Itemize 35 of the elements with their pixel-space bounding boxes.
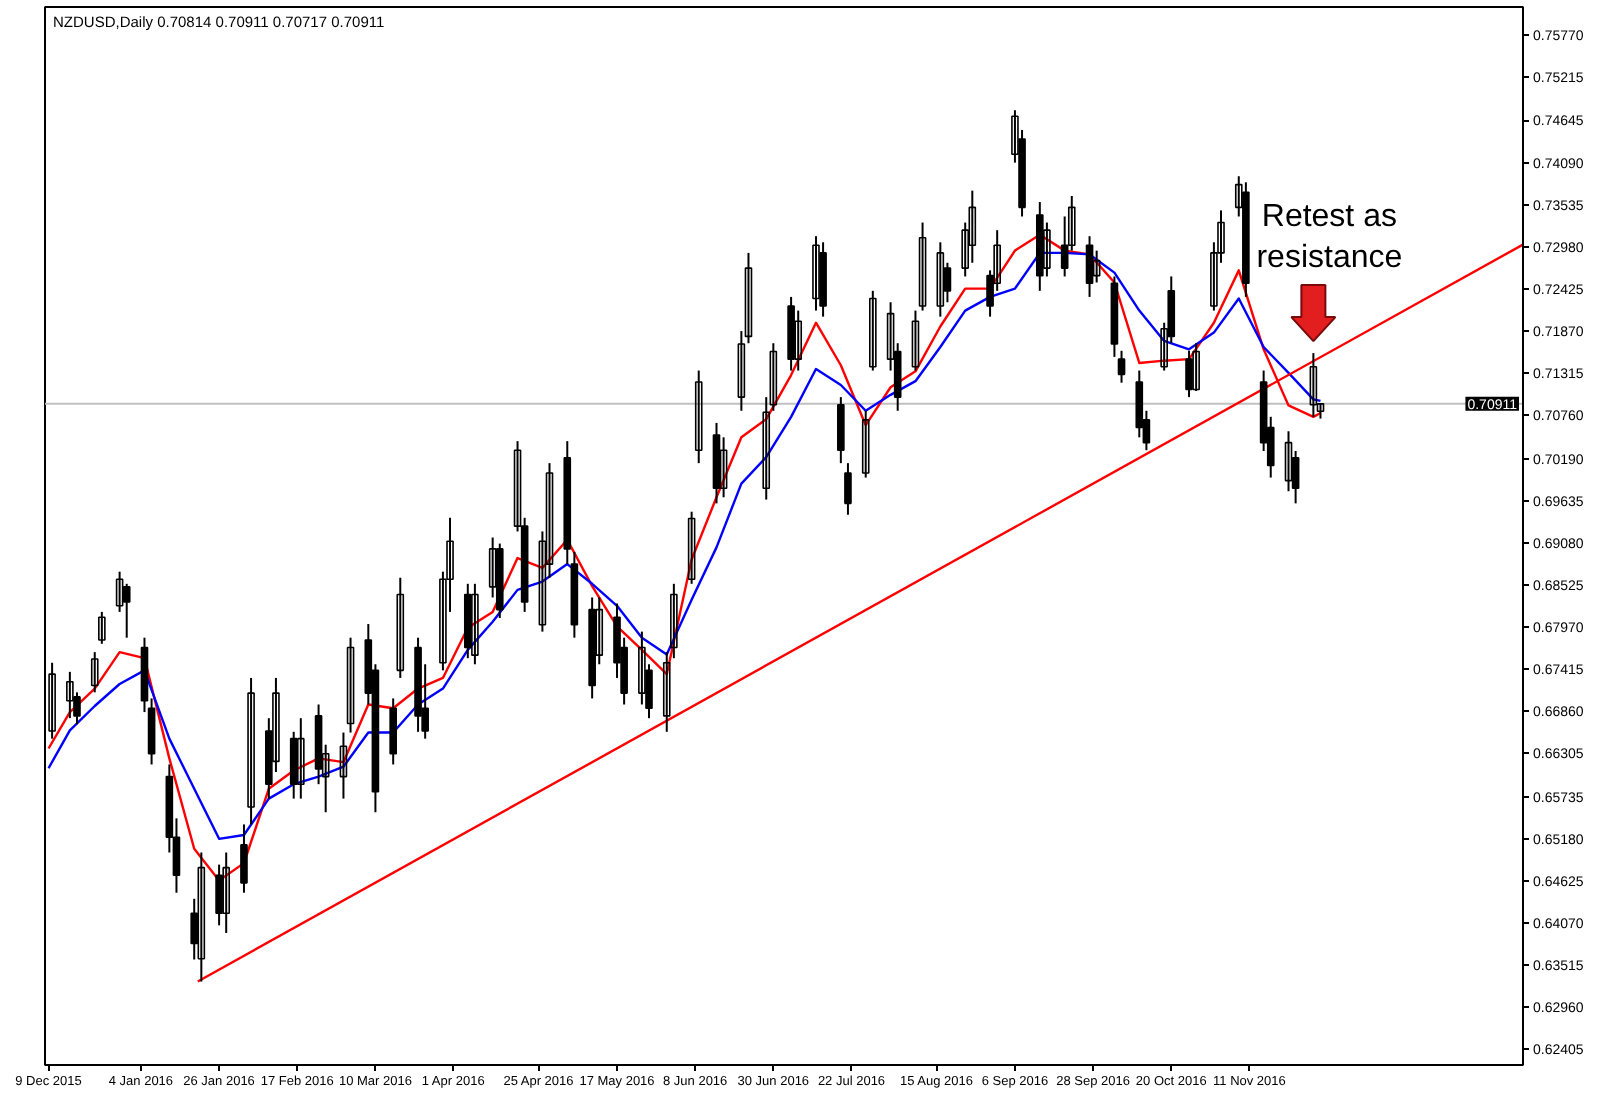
- candlestick: [662, 651, 671, 733]
- candlestick: [240, 823, 248, 894]
- candlestick: [1085, 235, 1094, 298]
- candlestick: [670, 582, 678, 660]
- candlestick: [1092, 249, 1101, 284]
- candlestick: [1192, 342, 1200, 393]
- candlestick: [936, 241, 945, 318]
- candlestick: [247, 676, 255, 826]
- candlestick: [694, 369, 703, 465]
- candlestick: [918, 221, 927, 312]
- candlestick: [1117, 349, 1126, 384]
- candlestick: [1309, 352, 1318, 418]
- candlestick: [98, 610, 106, 645]
- candlestick: [794, 309, 803, 372]
- candlestick: [389, 697, 397, 766]
- candlestick: [1185, 349, 1193, 399]
- annotation: Retest as resistance: [1256, 200, 1403, 276]
- candlestick: [869, 289, 877, 372]
- candlestick: [861, 409, 870, 479]
- candlestick: [687, 510, 696, 585]
- candlestick: [222, 851, 231, 934]
- candlestick: [1043, 221, 1051, 278]
- candlestick: [396, 576, 405, 679]
- candlestick: [812, 235, 820, 312]
- candlestick: [346, 636, 355, 734]
- candlestick: [66, 670, 74, 720]
- candlestick: [719, 436, 728, 499]
- candlestick: [296, 717, 305, 800]
- candlestick: [911, 309, 920, 372]
- candlestick: [90, 651, 99, 694]
- candlestick: [844, 462, 852, 516]
- candlestick: [837, 396, 845, 465]
- candlestick: [197, 851, 206, 983]
- candlestick: [471, 582, 479, 666]
- candlestick: [339, 731, 348, 800]
